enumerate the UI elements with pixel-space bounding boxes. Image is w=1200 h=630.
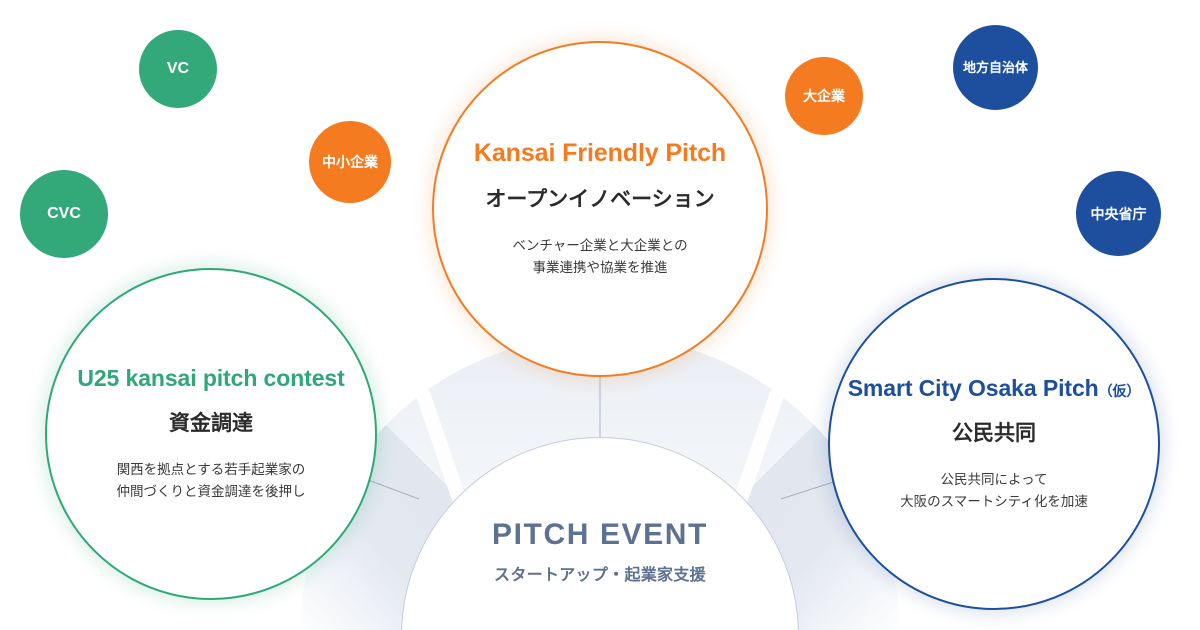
stakeholder-bubble-label: VC xyxy=(166,60,190,77)
hub-subtitle: スタートアップ・起業家支援 xyxy=(494,567,706,584)
stakeholder-bubble-label: 中小企業 xyxy=(322,154,378,170)
program-desc-line1-u25: 関西を拠点とする若手起業家の xyxy=(116,461,306,477)
program-circle-kansai-friendly-pitch[interactable]: Kansai Friendly Pitch オープンイノベーション ベンチャー企… xyxy=(432,41,768,377)
stakeholder-bubble-label: CVC xyxy=(47,205,81,222)
program-en-title-text-smartcity: Smart City Osaka Pitch xyxy=(847,374,1099,401)
stakeholder-bubble-large-company[interactable]: 大企業 xyxy=(785,57,863,135)
program-en-title-kansai: Kansai Friendly Pitch xyxy=(473,138,727,167)
program-description-smartcity: 公民共同によって 大阪のスマートシティ化を加速 xyxy=(900,469,1088,514)
program-en-title-u25: U25 kansai pitch contest xyxy=(77,364,345,391)
program-circle-smart-city-osaka-pitch[interactable]: Smart City Osaka Pitch（仮） 公民共同 公民共同によって … xyxy=(828,278,1160,610)
program-desc-line2-u25: 仲間づくりと資金調達を後押し xyxy=(116,484,306,499)
program-circle-u25-kansai-pitch-contest[interactable]: U25 kansai pitch contest 資金調達 関西を拠点とする若手… xyxy=(45,268,377,600)
program-desc-line1-smartcity: 公民共同によって xyxy=(940,471,1048,487)
stakeholder-bubble-sme[interactable]: 中小企業 xyxy=(309,121,391,203)
stakeholder-bubble-local-gov[interactable]: 地方自治体 xyxy=(953,25,1038,110)
hub-title: PITCH EVENT xyxy=(492,518,708,551)
program-desc-line2-kansai: 事業連携や協業を推進 xyxy=(532,260,668,275)
stakeholder-bubble-cvc[interactable]: CVC xyxy=(20,170,108,258)
program-description-kansai: ベンチャー企業と大企業との 事業連携や協業を推進 xyxy=(512,235,687,280)
stakeholder-bubble-label: 地方自治体 xyxy=(962,60,1028,75)
stakeholder-bubble-label: 中央省庁 xyxy=(1090,205,1147,222)
pitch-event-hub-label: PITCH EVENT スタートアップ・起業家支援 xyxy=(401,518,799,585)
program-jp-title-u25: 資金調達 xyxy=(169,411,253,435)
program-description-u25: 関西を拠点とする若手起業家の 仲間づくりと資金調達を後押し xyxy=(117,459,306,504)
stakeholder-bubble-vc[interactable]: VC xyxy=(139,30,217,108)
program-jp-title-smartcity: 公民共同 xyxy=(952,421,1036,445)
program-desc-line1-kansai: ベンチャー企業と大企業との xyxy=(512,237,688,253)
program-en-title-smartcity: Smart City Osaka Pitch（仮） xyxy=(848,375,1141,402)
program-en-title-note-smartcity: （仮） xyxy=(1098,382,1141,399)
program-desc-line2-smartcity: 大阪のスマートシティ化を加速 xyxy=(900,494,1088,509)
stakeholder-bubble-central-gov[interactable]: 中央省庁 xyxy=(1076,171,1161,256)
program-jp-title-kansai: オープンイノベーション xyxy=(485,187,715,211)
stakeholder-bubble-label: 大企業 xyxy=(803,88,845,104)
